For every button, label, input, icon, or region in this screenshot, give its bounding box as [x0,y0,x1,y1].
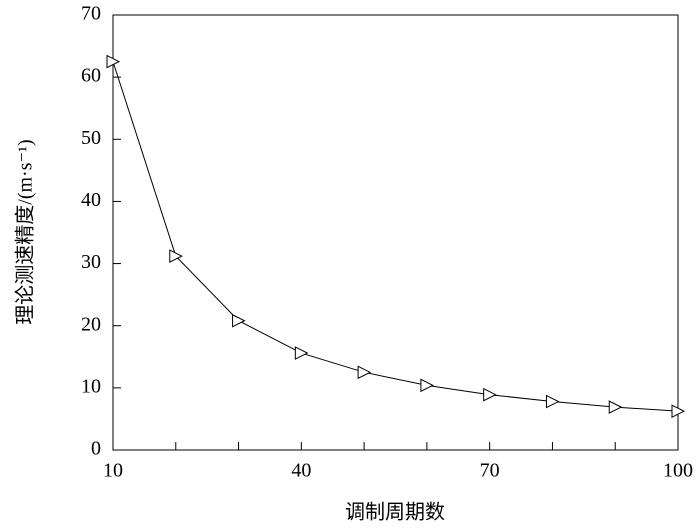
y-tick-label: 30 [81,251,101,273]
y-tick-label: 40 [81,189,101,211]
data-point [483,387,497,402]
data-point [545,394,560,409]
y-tick-label: 20 [81,313,101,335]
series-line [112,61,679,412]
data-point [671,404,686,418]
x-tick-label: 40 [291,460,311,482]
y-tick-label: 60 [81,65,101,87]
data-point [169,249,183,263]
data-point [106,54,121,69]
x-tick-label: 100 [663,460,693,482]
x-tick-label: 70 [480,460,500,482]
y-tick-label: 50 [81,127,101,149]
data-point [608,400,623,414]
data-point [232,313,246,328]
data-point [420,378,435,393]
plot-frame [112,14,679,451]
x-axis-label: 调制周期数 [345,501,445,524]
x-tick-label: 10 [103,460,123,482]
y-tick-label: 70 [81,3,101,25]
data-point [357,365,372,380]
data-point [294,346,309,360]
y-axis-label: 理论测速精度/(m·s⁻¹) [14,139,37,324]
y-tick-label: 0 [91,438,101,460]
y-tick-label: 10 [81,375,101,397]
